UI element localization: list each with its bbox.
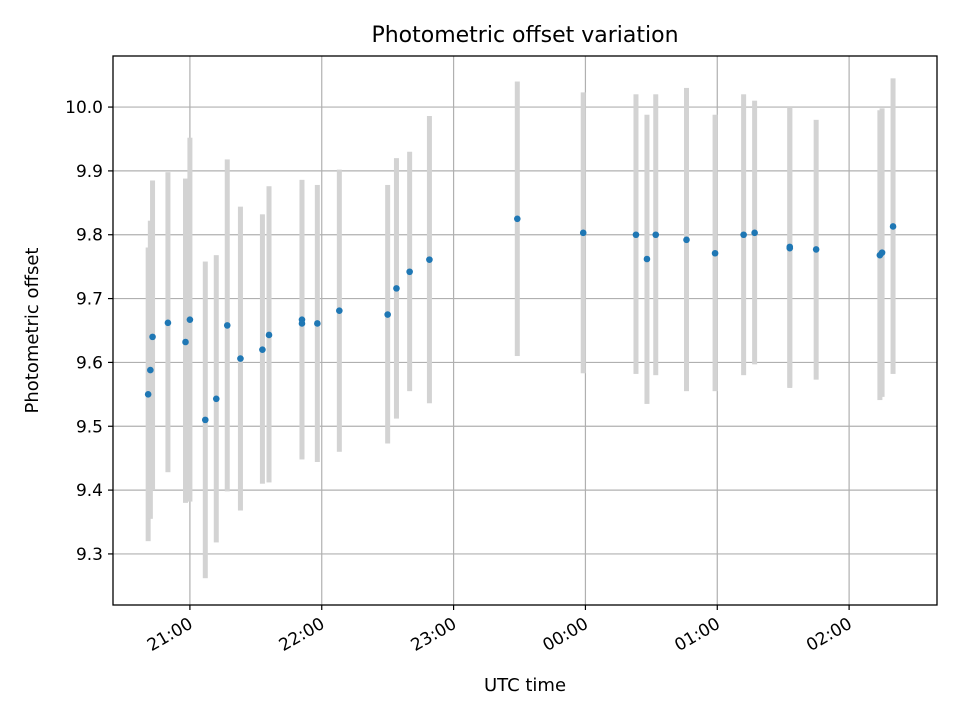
data-point xyxy=(711,249,719,257)
y-axis-title: Photometric offset xyxy=(22,248,43,414)
data-point xyxy=(144,391,152,398)
data-point xyxy=(237,355,244,362)
y-tick-label: 9.4 xyxy=(76,481,103,501)
data-point xyxy=(652,231,660,239)
data-point xyxy=(182,338,189,346)
data-point xyxy=(740,231,747,239)
data-point xyxy=(514,215,521,223)
data-point xyxy=(643,255,651,263)
x-axis-title: UTC time xyxy=(484,675,566,696)
data-point xyxy=(393,285,400,292)
y-tick-label: 9.3 xyxy=(76,545,103,565)
data-point xyxy=(223,322,231,329)
data-point xyxy=(336,307,343,315)
y-tick-label: 9.6 xyxy=(76,353,103,373)
y-tick-label: 9.8 xyxy=(76,226,103,246)
data-point xyxy=(889,223,897,230)
data-points xyxy=(144,215,897,424)
axes-frame xyxy=(112,55,938,606)
data-point xyxy=(298,320,306,327)
y-tick-label: 9.9 xyxy=(76,162,103,182)
data-point xyxy=(632,231,640,239)
data-point xyxy=(384,311,391,318)
data-point xyxy=(265,331,273,339)
data-point xyxy=(878,249,886,256)
data-point xyxy=(212,395,220,403)
data-point xyxy=(201,416,209,424)
data-point xyxy=(149,333,156,341)
data-point xyxy=(426,256,433,263)
data-point xyxy=(186,316,194,323)
chart-title: Photometric offset variation xyxy=(371,23,678,48)
y-tick-label: 9.7 xyxy=(76,290,103,310)
y-tick-label: 9.5 xyxy=(76,417,103,437)
data-point xyxy=(579,229,587,237)
data-point xyxy=(406,268,413,276)
y-tick-label: 10.0 xyxy=(65,98,103,118)
data-point xyxy=(683,236,690,244)
data-point xyxy=(147,366,154,374)
data-point xyxy=(812,246,820,253)
y-axis-ticks: 9.3 9.4 9.5 9.6 9.7 9.8 9.9 10.0 xyxy=(65,98,113,565)
data-point xyxy=(751,229,758,237)
data-point xyxy=(314,320,321,327)
data-point xyxy=(786,244,794,252)
data-point xyxy=(164,319,172,327)
data-point xyxy=(259,346,266,353)
grid xyxy=(113,56,937,605)
